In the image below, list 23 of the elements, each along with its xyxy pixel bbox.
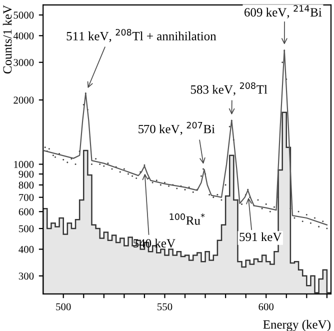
y-tick-label: 600 (18, 208, 34, 216)
x-axis-title: Energy (keV) (263, 320, 330, 331)
annotation: 591 keV (240, 232, 282, 242)
y-tick-label: 1000 (14, 160, 34, 168)
y-tick-label: 700 (19, 194, 34, 202)
y-tick-label: 400 (18, 246, 34, 253)
x-tick-label: 550 (158, 303, 172, 310)
y-tick-label: 4000 (13, 32, 34, 40)
y-tick-label: 900 (18, 170, 34, 178)
y-tick-label: 5000 (14, 12, 34, 19)
annotation: 609 keV, $^{214}$Bi (244, 5, 322, 18)
annotation: $^{100}$Ru$^{*}$ (170, 213, 205, 225)
y-tick-label: 500 (19, 225, 34, 232)
y-tick-label: 3000 (14, 59, 34, 66)
y-tick-label: 300 (18, 272, 34, 280)
x-tick-label: 600 (258, 303, 274, 310)
annotation: 511 keV, $^{208}$Tl + annihilation (66, 28, 216, 42)
y-tick-label: 2000 (14, 96, 34, 104)
y-axis-title: Counts/1 keV (2, 5, 12, 74)
annotation: 570 keV, $^{207}$Bi (138, 122, 215, 136)
y-tick-label: 800 (18, 182, 34, 189)
annotation: 583 keV, $^{208}$Tl (190, 82, 268, 96)
x-tick-label: 500 (56, 303, 71, 310)
